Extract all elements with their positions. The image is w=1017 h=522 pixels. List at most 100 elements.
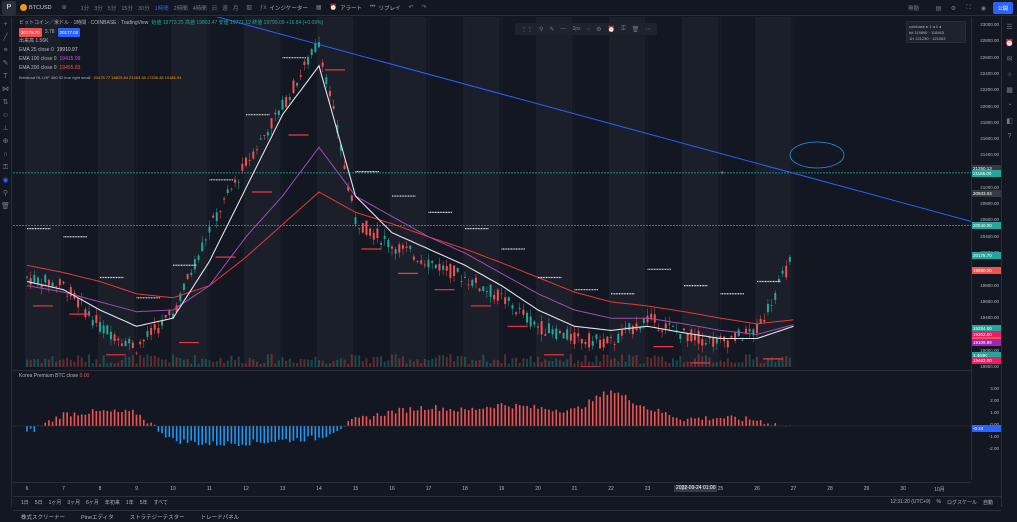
ema200-label[interactable]: EMA 200 close 0 — [19, 65, 57, 71]
candle-type-icon[interactable]: ▥ — [246, 5, 252, 11]
pattern-icon[interactable]: ⋈ — [2, 86, 9, 93]
subpane-title[interactable]: Korea Premium BTC close — [19, 373, 79, 379]
range-3[interactable]: 3ヶ月 — [67, 500, 81, 506]
app-logo-icon[interactable]: P — [2, 0, 16, 15]
timeframe-7[interactable]: 4時間 — [192, 5, 207, 12]
zoom-icon[interactable]: ⊕ — [2, 138, 9, 145]
range-5[interactable]: 年初来 — [104, 500, 120, 506]
price-scale[interactable]: 23000.00 22800.00 22600.00 22400.00 22200.00… — [971, 17, 1001, 480]
candle-body — [372, 232, 375, 240]
alert-add-icon[interactable]: ⏰ — [607, 26, 615, 33]
undo-icon[interactable]: ↶ — [408, 5, 414, 11]
redo-icon[interactable]: ↷ — [421, 5, 427, 11]
crosshair-icon[interactable]: + — [3, 21, 8, 28]
watchlist-icon[interactable]: ☰ — [1006, 24, 1013, 31]
fullscreen-icon[interactable]: ⛶ — [966, 4, 971, 11]
bottom-tab-1[interactable]: Pineエディタ — [81, 514, 114, 521]
timeframe-8[interactable]: 日 — [211, 5, 218, 12]
range-1[interactable]: 5日 — [34, 500, 43, 506]
forecast-icon[interactable]: ⇅ — [2, 99, 9, 106]
fib-icon[interactable]: ≡ — [3, 47, 8, 54]
delete-drawing-icon[interactable]: 🗑 — [631, 26, 640, 33]
timeframe-4[interactable]: 30分 — [137, 5, 150, 12]
timeframe-9[interactable]: 週 — [222, 5, 228, 12]
calendar-icon[interactable]: ▦ — [1006, 87, 1013, 94]
trash-icon[interactable]: 🗑 — [1, 203, 10, 210]
premium-bar — [150, 422, 152, 426]
ideas-icon[interactable]: ☼ — [1006, 71, 1013, 78]
ema100-label[interactable]: EMA 100 close 0 — [19, 56, 57, 62]
timeframe-10[interactable]: 月 — [232, 5, 239, 12]
settings-icon[interactable]: ⚙ — [950, 5, 957, 12]
clock-label[interactable]: 12:31:20 (UTC+9) — [890, 499, 931, 505]
timeframe-6[interactable]: 2時間 — [173, 5, 188, 12]
volume-bar — [215, 361, 218, 367]
time-scale[interactable]: 2022-09-24 01:00 6 7 8 9 10 11 12 13 14 15 16 17 18 1… — [13, 482, 971, 494]
line-dash-icon[interactable]: ┄ — [586, 26, 591, 33]
grid-icon[interactable]: ▤ — [935, 5, 942, 12]
buy-price[interactable]: 20177.00 — [57, 28, 81, 37]
premium-bar — [369, 419, 371, 426]
range-4[interactable]: 6ヶ月 — [86, 500, 99, 506]
camera-icon[interactable]: ◉ — [980, 5, 987, 12]
range-6[interactable]: 1年 — [125, 500, 134, 506]
timeframe-0[interactable]: 1分 — [80, 5, 90, 12]
alerts-icon[interactable]: ⏰ — [1005, 40, 1014, 47]
ticker-info-box[interactable]: coinbase ▸ 1 ◂ 1 ◂ bit 119890 · 118463 1… — [906, 21, 966, 43]
pen-color-icon[interactable]: ✎ — [549, 26, 555, 33]
auto-toggle[interactable]: 自動 — [982, 500, 993, 506]
timeframe-5[interactable]: 1時間 — [154, 5, 169, 12]
korea-premium-pane[interactable] — [13, 370, 971, 480]
publish-button[interactable]: 公開 — [993, 2, 1013, 14]
trendline-icon[interactable]: ╱ — [3, 34, 8, 41]
settings-icon[interactable]: ⚙ — [596, 26, 602, 33]
link-icon[interactable]: ⚲ — [2, 190, 9, 197]
ruler-icon[interactable]: ⊥ — [2, 125, 9, 132]
text-icon[interactable]: T — [3, 73, 8, 80]
range-2[interactable]: 1ヶ月 — [48, 500, 62, 506]
timeframe-1[interactable]: 3分 — [94, 5, 103, 12]
icons-icon[interactable]: ☺ — [1, 112, 10, 119]
breakout-label[interactable]: Breakout HL LHF 360 92 true right small — [19, 75, 91, 80]
more-icon[interactable]: ⋯ — [645, 26, 652, 33]
brush-icon[interactable]: ✎ — [2, 60, 9, 67]
layouts-icon[interactable]: ▦ — [315, 5, 322, 11]
line-style-icon[interactable]: — — [560, 26, 567, 32]
percent-toggle[interactable]: % — [936, 499, 941, 505]
indicators-button[interactable]: インジケーター — [269, 5, 308, 12]
symbol-search-button[interactable]: BTCUSD ⊕ — [20, 4, 67, 11]
template-icon[interactable]: ⚲ — [539, 26, 544, 33]
lock-icon[interactable]: ⚿ — [2, 164, 9, 171]
indicators-icon[interactable]: ƒx — [260, 4, 267, 11]
sell-price[interactable]: 20175.70 — [19, 28, 42, 37]
bottom-tab-3[interactable]: トレードパネル — [200, 514, 240, 521]
chat-icon[interactable]: ✉ — [1006, 56, 1013, 63]
news-icon[interactable]: ◧ — [1006, 118, 1013, 125]
alert-button[interactable]: アラート — [340, 5, 363, 12]
session-band — [25, 17, 62, 367]
ema25-label[interactable]: EMA 25 close 0 — [19, 47, 54, 53]
bottom-tab-2[interactable]: ストラテジーテスター — [129, 514, 185, 521]
drag-handle-icon[interactable]: ⋮⋮ — [521, 26, 533, 33]
premium-bar — [343, 426, 346, 427]
range-0[interactable]: 1日 — [21, 500, 29, 506]
lock-drawing-icon[interactable]: ⚿ — [621, 25, 626, 32]
main-chart-pane[interactable]: + — [13, 17, 971, 367]
timeframe-3[interactable]: 15分 — [121, 5, 133, 12]
bottom-tab-0[interactable]: 株式スクリーナー — [21, 514, 66, 521]
replay-button[interactable]: リプレイ — [378, 5, 401, 12]
range-7[interactable]: 5年 — [139, 500, 148, 506]
notifications-icon[interactable]: ◔ — [1007, 102, 1012, 109]
add-symbol-icon[interactable]: ⊕ — [61, 5, 67, 11]
eye-icon[interactable]: ◉ — [2, 177, 9, 184]
volume-label[interactable]: 出来高 1.56K — [19, 38, 49, 44]
layout-name[interactable]: 無題 — [907, 6, 919, 12]
line-width-label[interactable]: 2px — [572, 26, 581, 32]
timeframe-2[interactable]: 5分 — [107, 5, 117, 12]
magnet-icon[interactable]: ∩ — [2, 151, 9, 158]
replay-icon[interactable]: ⏮ — [370, 4, 376, 10]
alert-icon[interactable]: ⏰ — [329, 5, 338, 11]
log-toggle[interactable]: ログスケール — [946, 500, 977, 506]
range-8[interactable]: すべて — [153, 500, 168, 506]
help-icon[interactable]: ? — [1007, 133, 1012, 140]
